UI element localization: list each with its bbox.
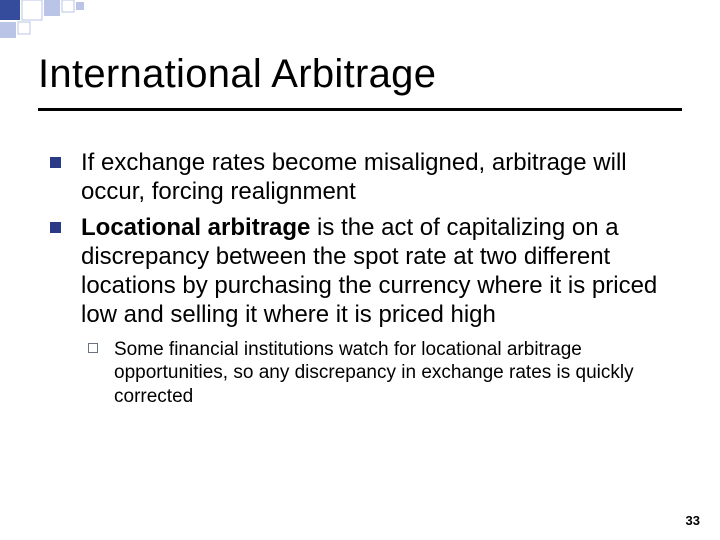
deco-square (0, 0, 20, 20)
title-underline (38, 108, 682, 111)
page-number: 33 (686, 513, 700, 528)
hollow-square-bullet-icon (88, 343, 98, 353)
deco-square (22, 0, 42, 20)
deco-square (44, 0, 60, 16)
square-bullet-icon (50, 222, 61, 233)
content-area: If exchange rates become misaligned, arb… (50, 148, 670, 409)
deco-square (0, 22, 16, 38)
corner-decoration (0, 0, 160, 40)
square-bullet-icon (50, 157, 61, 168)
sub-bullet-item: Some financial institutions watch for lo… (88, 338, 670, 409)
slide: International Arbitrage If exchange rate… (0, 0, 720, 540)
deco-square (76, 2, 84, 10)
slide-title: International Arbitrage (38, 52, 436, 97)
bullet-item: Locational arbitrage is the act of capit… (50, 213, 670, 330)
deco-square (62, 0, 74, 12)
bullet-item: If exchange rates become misaligned, arb… (50, 148, 670, 207)
bullet-text: Locational arbitrage is the act of capit… (81, 213, 670, 330)
deco-square (18, 22, 30, 34)
bullet-text: If exchange rates become misaligned, arb… (81, 148, 670, 207)
sub-bullet-text: Some financial institutions watch for lo… (114, 338, 670, 409)
